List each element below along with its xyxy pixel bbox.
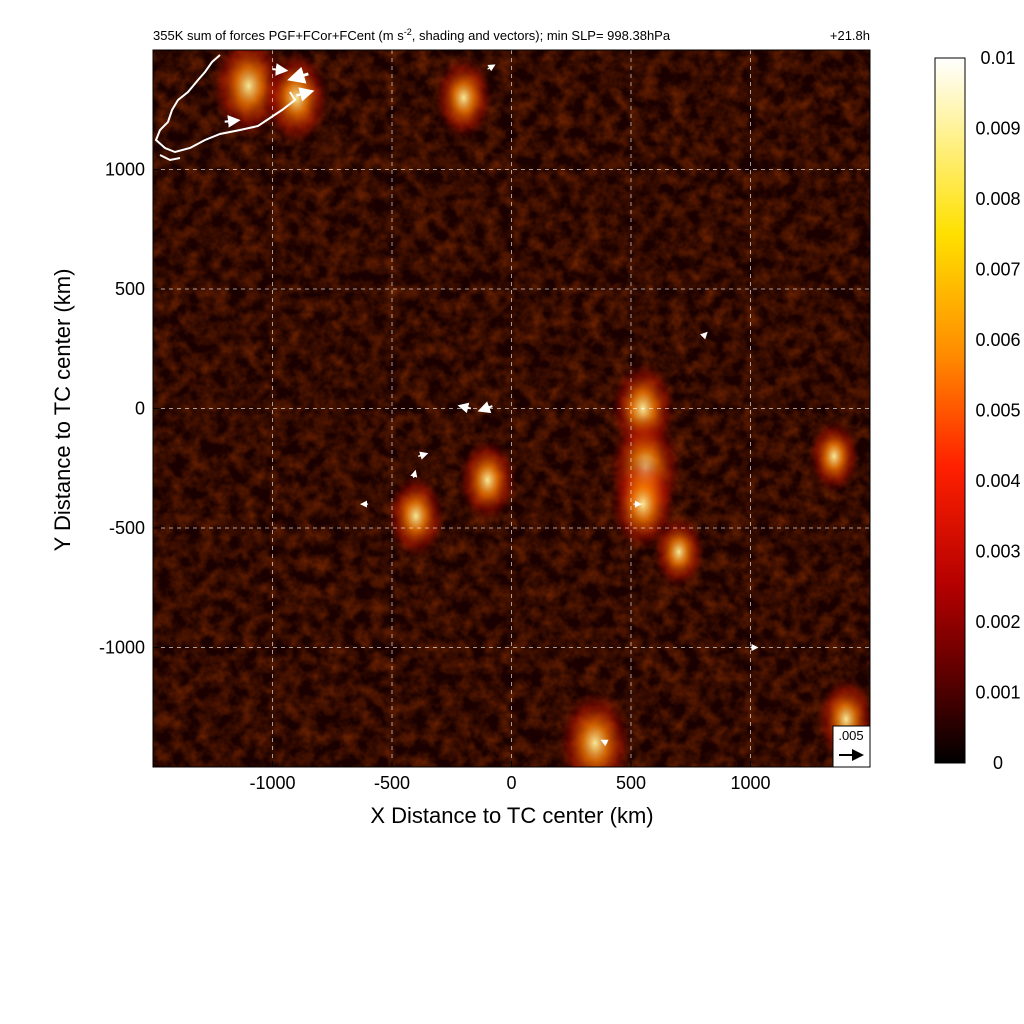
x-axis-ticks: -1000 -500 0 500 1000 <box>249 761 771 793</box>
time-label: +21.8h <box>830 28 870 43</box>
colorbar-tick-1: 0.001 <box>975 683 1020 703</box>
x-tick-label-2: 0 <box>506 773 516 793</box>
y-tick-label-3: 500 <box>115 279 145 299</box>
vector-layer <box>224 63 759 747</box>
hotspot-2 <box>434 55 494 140</box>
colorbar-tick-2: 0.002 <box>975 612 1020 632</box>
coastline <box>154 54 297 162</box>
vector-6 <box>477 401 493 414</box>
y-axis-label: Y Distance to TC center (km) <box>50 269 75 552</box>
hotspot-7 <box>386 474 446 559</box>
reference-vector: .005 <box>832 725 871 768</box>
colorbar-tick-3: 0.003 <box>975 542 1020 562</box>
vector-12 <box>600 739 609 747</box>
x-axis-label: X Distance to TC center (km) <box>370 803 653 828</box>
vector-7 <box>418 451 429 460</box>
y-axis-ticks: -1000 -500 0 500 1000 <box>99 160 159 658</box>
colorbar-tick-7: 0.007 <box>975 260 1020 280</box>
vector-5 <box>457 402 472 414</box>
x-tick-label-4: 1000 <box>730 773 770 793</box>
x-tick-label-0: -1000 <box>249 773 295 793</box>
vector-1 <box>287 66 309 84</box>
y-tick-label-4: 1000 <box>105 160 145 180</box>
colorbar-tick-5: 0.005 <box>975 401 1020 421</box>
y-tick-label-1: -500 <box>109 518 145 538</box>
vector-0 <box>272 63 289 76</box>
hotspot-11 <box>808 419 860 493</box>
colorbar-tick-6: 0.006 <box>975 330 1020 350</box>
vector-8 <box>410 469 418 478</box>
colorbar-tick-8: 0.008 <box>975 189 1020 209</box>
hotspot-1 <box>263 50 330 146</box>
colorbar-tick-4: 0.004 <box>975 471 1020 491</box>
colorbar-ticks: 0 0.001 0.002 0.003 0.004 0.005 0.006 0.007 0.00… <box>975 48 1020 773</box>
hotspot-9 <box>558 690 633 767</box>
vector-2 <box>296 87 315 102</box>
vector-4 <box>487 64 496 72</box>
x-tick-label-3: 500 <box>616 773 646 793</box>
vector-3 <box>224 115 241 128</box>
plot-area <box>153 50 870 767</box>
y-tick-label-0: -1000 <box>99 638 145 658</box>
hotspot-6 <box>458 438 517 523</box>
x-tick-label-1: -500 <box>374 773 410 793</box>
reference-vector-label: .005 <box>838 728 863 743</box>
chart-title: 355K sum of forces PGF+FCor+FCent (m s-2… <box>153 27 671 43</box>
colorbar-tick-9: 0.009 <box>975 119 1020 139</box>
colorbar <box>934 57 966 764</box>
colorbar-tick-10: 0.01 <box>980 48 1015 68</box>
vector-13 <box>700 331 708 340</box>
y-tick-label-2: 0 <box>135 399 145 419</box>
hotspot-8 <box>653 515 705 589</box>
colorbar-tick-0: 0 <box>993 753 1003 773</box>
